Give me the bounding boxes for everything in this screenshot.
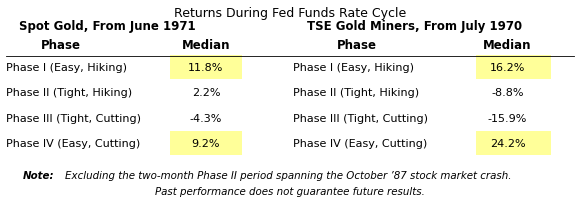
FancyBboxPatch shape — [170, 56, 242, 80]
FancyBboxPatch shape — [476, 131, 551, 155]
Text: Phase III (Tight, Cutting): Phase III (Tight, Cutting) — [6, 113, 141, 123]
Text: Phase: Phase — [41, 39, 81, 51]
Text: 11.8%: 11.8% — [188, 63, 223, 73]
Text: 9.2%: 9.2% — [191, 138, 220, 148]
Text: Phase II (Tight, Hiking): Phase II (Tight, Hiking) — [293, 88, 419, 98]
Text: -15.9%: -15.9% — [488, 113, 527, 123]
Text: TSE Gold Miners, From July 1970: TSE Gold Miners, From July 1970 — [307, 20, 522, 32]
Text: -4.3%: -4.3% — [190, 113, 222, 123]
FancyBboxPatch shape — [476, 56, 551, 80]
Text: 16.2%: 16.2% — [490, 63, 525, 73]
Text: Phase: Phase — [337, 39, 376, 51]
Text: Note:: Note: — [23, 170, 55, 180]
Text: -8.8%: -8.8% — [491, 88, 524, 98]
Text: Spot Gold, From June 1971: Spot Gold, From June 1971 — [19, 20, 195, 32]
Text: 24.2%: 24.2% — [490, 138, 525, 148]
Text: Returns During Fed Funds Rate Cycle: Returns During Fed Funds Rate Cycle — [174, 7, 406, 20]
Text: Median: Median — [483, 39, 532, 51]
Text: Phase II (Tight, Hiking): Phase II (Tight, Hiking) — [6, 88, 132, 98]
Text: Phase I (Easy, Hiking): Phase I (Easy, Hiking) — [293, 63, 414, 73]
Text: Phase IV (Easy, Cutting): Phase IV (Easy, Cutting) — [6, 138, 140, 148]
Text: 2.2%: 2.2% — [191, 88, 220, 98]
Text: Past performance does not guarantee future results.: Past performance does not guarantee futu… — [155, 186, 425, 196]
Text: Phase III (Tight, Cutting): Phase III (Tight, Cutting) — [293, 113, 428, 123]
Text: Phase IV (Easy, Cutting): Phase IV (Easy, Cutting) — [293, 138, 427, 148]
Text: Excluding the two-month Phase II period spanning the October ’87 stock market cr: Excluding the two-month Phase II period … — [65, 170, 512, 180]
Text: Median: Median — [182, 39, 230, 51]
Text: Phase I (Easy, Hiking): Phase I (Easy, Hiking) — [6, 63, 127, 73]
FancyBboxPatch shape — [170, 131, 242, 155]
